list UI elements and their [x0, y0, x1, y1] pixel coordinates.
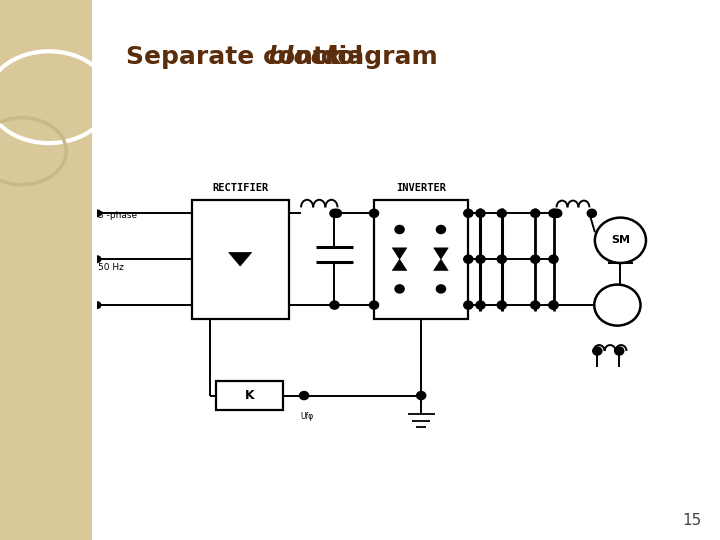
Circle shape	[549, 255, 558, 263]
Polygon shape	[433, 248, 449, 259]
Text: 3 -phase: 3 -phase	[99, 212, 138, 220]
Circle shape	[464, 301, 473, 309]
Bar	[0, 0, 92, 540]
Circle shape	[330, 301, 339, 309]
Circle shape	[549, 301, 558, 309]
Circle shape	[615, 347, 624, 355]
Text: 50 Hz: 50 Hz	[99, 263, 125, 272]
Circle shape	[588, 209, 596, 217]
Circle shape	[464, 209, 473, 217]
Circle shape	[531, 209, 540, 217]
Text: RECTIFIER: RECTIFIER	[212, 183, 269, 193]
Circle shape	[476, 255, 485, 263]
Circle shape	[549, 209, 558, 217]
Circle shape	[531, 255, 540, 263]
Circle shape	[94, 256, 101, 262]
Circle shape	[549, 301, 558, 309]
Circle shape	[593, 347, 602, 355]
Bar	[192, 200, 289, 319]
Text: block: block	[267, 45, 342, 69]
Polygon shape	[392, 259, 407, 271]
Circle shape	[498, 209, 506, 217]
Circle shape	[94, 302, 101, 308]
Circle shape	[552, 209, 562, 217]
Circle shape	[395, 226, 404, 233]
Circle shape	[395, 285, 404, 293]
Circle shape	[330, 209, 339, 217]
Circle shape	[498, 301, 506, 309]
Circle shape	[476, 301, 485, 309]
Circle shape	[436, 285, 446, 293]
Circle shape	[369, 209, 379, 217]
Circle shape	[595, 218, 646, 263]
Text: INVERTER: INVERTER	[396, 183, 446, 193]
Text: SM: SM	[611, 235, 630, 245]
Circle shape	[594, 285, 641, 326]
Polygon shape	[392, 248, 407, 259]
Text: K: K	[245, 389, 254, 402]
Text: Separate control: Separate control	[126, 45, 381, 69]
Bar	[216, 381, 283, 410]
Circle shape	[498, 255, 506, 263]
Bar	[374, 200, 468, 319]
Text: 15: 15	[683, 513, 702, 528]
Text: diagram: diagram	[312, 45, 438, 69]
Circle shape	[300, 392, 309, 400]
Circle shape	[333, 209, 341, 217]
Circle shape	[436, 226, 446, 233]
Polygon shape	[433, 259, 449, 271]
Circle shape	[417, 392, 426, 400]
Circle shape	[464, 255, 473, 263]
Circle shape	[369, 301, 379, 309]
Circle shape	[531, 301, 540, 309]
Polygon shape	[229, 252, 252, 266]
Circle shape	[476, 209, 485, 217]
Circle shape	[94, 210, 101, 217]
Text: Ufφ: Ufφ	[300, 411, 314, 421]
